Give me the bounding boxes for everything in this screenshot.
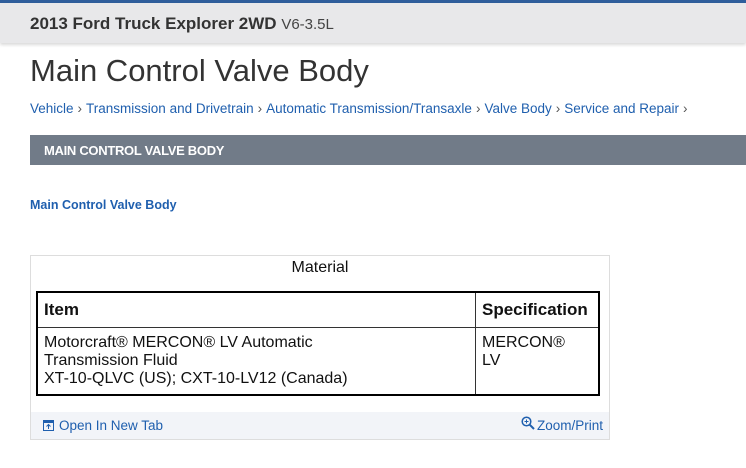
table-header-row: Item Specification	[36, 291, 600, 328]
page-title: Main Control Valve Body	[30, 53, 369, 88]
vehicle-bar: 2013 Ford Truck Explorer 2WD V6-3.5L	[0, 3, 746, 43]
top-accent-line	[0, 0, 746, 3]
zoom-print-label: Zoom/Print	[536, 418, 603, 433]
item-line: XT-10-QLVC (US); CXT-10-LV12 (Canada)	[44, 370, 348, 387]
breadcrumb-vehicle[interactable]: Vehicle	[30, 101, 74, 116]
table-caption: Material	[291, 259, 349, 276]
open-in-new-tab-link[interactable]: Open In New Tab	[43, 418, 163, 433]
chevron-right-icon: ›	[77, 101, 83, 116]
breadcrumb-transmission-drivetrain[interactable]: Transmission and Drivetrain	[86, 101, 254, 116]
breadcrumb-automatic-transmission[interactable]: Automatic Transmission/Transaxle	[266, 101, 472, 116]
breadcrumb-service-repair[interactable]: Service and Repair	[564, 101, 680, 116]
zoom-print-link[interactable]: Zoom/Print	[521, 416, 603, 433]
chevron-right-icon: ›	[475, 101, 481, 116]
chevron-right-icon: ›	[257, 101, 263, 116]
spec-line: LV	[482, 352, 501, 369]
section-header-label: MAIN CONTROL VALVE BODY	[44, 143, 225, 158]
item-line: Motorcraft® MERCON® LV Automatic	[44, 334, 313, 351]
header-specification: Specification	[475, 291, 600, 328]
section-header: MAIN CONTROL VALVE BODY	[30, 135, 746, 165]
table-row: Motorcraft® MERCON® LV Automatic Transmi…	[36, 327, 600, 396]
table-footer: Open In New Tab Zoom/Print	[31, 412, 609, 439]
zoom-magnifier-icon	[521, 416, 535, 430]
main-control-valve-body-link[interactable]: Main Control Valve Body	[30, 198, 177, 212]
spec-line: MERCON®	[482, 334, 565, 351]
chevron-right-icon: ›	[555, 101, 561, 116]
material-table-box: Material Item Specification Motorcraft® …	[30, 255, 610, 440]
breadcrumb-valve-body[interactable]: Valve Body	[484, 101, 552, 116]
cell-specification: MERCON® LV	[475, 327, 600, 396]
cell-item: Motorcraft® MERCON® LV Automatic Transmi…	[36, 327, 476, 396]
item-line: Transmission Fluid	[44, 352, 178, 369]
open-in-new-tab-label: Open In New Tab	[59, 418, 164, 433]
vehicle-title: 2013 Ford Truck Explorer 2WD	[30, 14, 277, 33]
vehicle-engine: V6-3.5L	[281, 16, 334, 33]
header-item: Item	[36, 291, 476, 328]
breadcrumb: Vehicle › Transmission and Drivetrain › Auto…	[30, 101, 692, 116]
open-new-tab-icon	[43, 420, 54, 431]
material-table: Item Specification Motorcraft® MERCON® L…	[36, 291, 600, 396]
chevron-right-icon: ›	[683, 101, 688, 116]
